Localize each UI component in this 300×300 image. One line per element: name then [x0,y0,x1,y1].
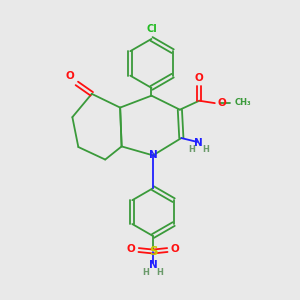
Text: O: O [171,244,180,254]
Text: H: H [202,146,209,154]
Text: S: S [149,245,157,258]
Text: O: O [66,71,74,81]
Text: H: H [143,268,150,277]
Text: O: O [217,98,226,107]
Text: N: N [149,150,158,160]
Text: O: O [195,73,204,83]
Text: CH₃: CH₃ [235,98,251,107]
Text: O: O [126,244,135,254]
Text: H: H [156,268,163,277]
Text: H: H [189,146,196,154]
Text: N: N [194,138,203,148]
Text: Cl: Cl [146,24,157,34]
Text: N: N [148,260,158,270]
